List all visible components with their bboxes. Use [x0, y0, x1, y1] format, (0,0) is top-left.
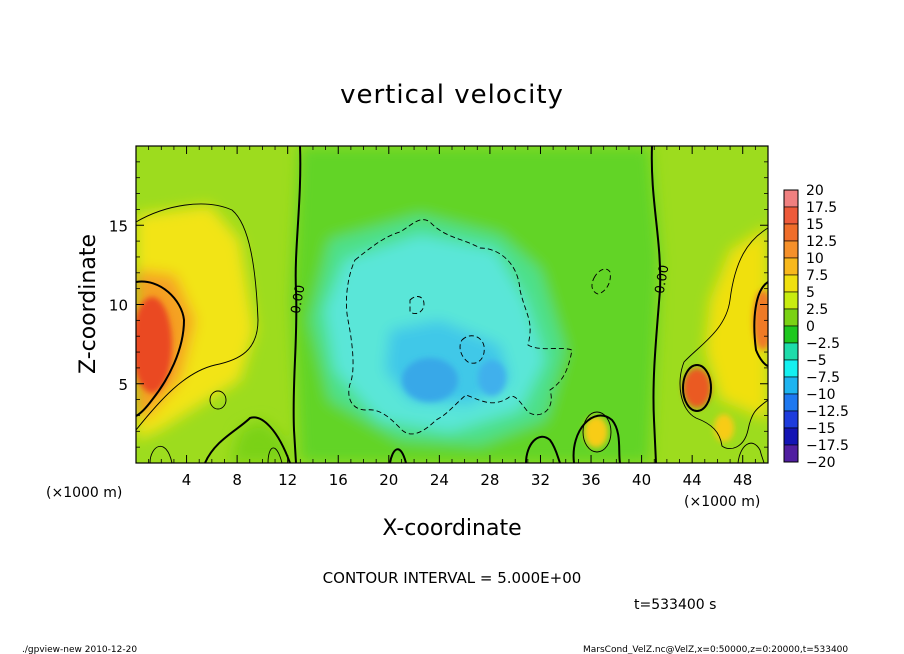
colorbar-label: 10 [806, 251, 824, 267]
colorbar-frame [783, 189, 799, 463]
left-bump-contour [149, 446, 173, 463]
colorbar-label: −5 [806, 353, 827, 369]
x-axis-label: X-coordinate [382, 516, 521, 541]
left-5-contour [136, 203, 259, 431]
right-bottom-contour [737, 442, 765, 463]
x-tick-label: 28 [480, 471, 499, 489]
colorbar-label: −2.5 [806, 336, 840, 352]
colorbar-swatch [783, 410, 799, 429]
colorbar-swatch [783, 444, 799, 463]
colorbar-swatch [783, 274, 799, 293]
right-core-contour [682, 364, 712, 412]
zero-contour-left [292, 146, 302, 463]
colorbar-label: −20 [806, 455, 836, 471]
bottom-contour-3 [525, 435, 561, 463]
colorbar-swatch [783, 240, 799, 259]
colorbar-label: 0 [806, 319, 815, 335]
bottom-contour-4 [389, 448, 407, 463]
dashed-small-2 [459, 335, 485, 364]
zero-label-left: 0.00 [289, 284, 309, 315]
footer-right: MarsCond_VelZ.nc@VelZ,x=0:50000,z=0:2000… [583, 645, 848, 654]
contour-interval-text: CONTOUR INTERVAL = 5.000E+00 [323, 569, 582, 587]
colorbar: 2017.51512.5107.552.50−2.5−5−7.5−10−12.5… [783, 183, 849, 471]
footer-left: ./gpview-new 2010-12-20 [22, 645, 137, 654]
x-unit-label-left: (×1000 m) [46, 485, 122, 501]
x-tick-label: 48 [733, 471, 752, 489]
x-tick-label: 36 [581, 471, 600, 489]
cores-layer [136, 290, 768, 448]
mid-left-contour [267, 447, 283, 463]
colorbar-swatch [783, 308, 799, 327]
colorbar-swatch [783, 376, 799, 395]
y-axis-label: Z-coordinate [76, 234, 101, 374]
bottom-contour-1 [204, 416, 291, 463]
right-core-44 [683, 368, 711, 408]
right-warm-region [705, 226, 768, 420]
colorbar-swatch [783, 223, 799, 242]
right-core-49 [753, 290, 768, 350]
colorbar-swatch [783, 206, 799, 225]
right-edge-contour [753, 281, 768, 367]
chart-title: vertical velocity [340, 80, 564, 110]
core-46 [714, 414, 734, 442]
bottom-contour-2 [572, 414, 621, 463]
colorbar-label: 20 [806, 183, 824, 199]
colorbar-swatch [783, 257, 799, 276]
colorbar-label: 12.5 [806, 234, 837, 250]
downdraft-blue-1 [402, 358, 458, 402]
left-core-contour [136, 280, 186, 417]
left-small-contour [209, 390, 227, 410]
x-tick-label: 20 [379, 471, 398, 489]
colorbar-swatch [783, 342, 799, 361]
x-unit-label-right: (×1000 m) [684, 494, 760, 510]
dashed-small-3 [409, 296, 425, 315]
downdraft-blue-2 [478, 360, 506, 396]
colorbar-label: −7.5 [806, 370, 840, 386]
colorbar-swatch [783, 359, 799, 378]
x-tick-label: 40 [632, 471, 651, 489]
colorbar-label: 17.5 [806, 200, 837, 216]
colorbar-label: −10 [806, 387, 836, 403]
y-tick-label: 15 [109, 217, 128, 235]
colorbar-label: −12.5 [806, 404, 849, 420]
dashed-small-1 [591, 268, 611, 295]
colorbar-swatch [783, 427, 799, 446]
colorbar-swatch [783, 393, 799, 412]
x-tick-label: 4 [182, 471, 192, 489]
x-tick-label: 16 [329, 471, 348, 489]
x-tick-label: 12 [278, 471, 297, 489]
right-5-contour [679, 227, 768, 450]
colorbar-label: 2.5 [806, 302, 828, 318]
zero-contours [136, 146, 768, 463]
y-axis: 5 10 15 [109, 161, 768, 448]
downdraft-dashed-outer [345, 219, 573, 435]
y-tick-label: 10 [109, 297, 128, 315]
y-tick-label: 5 [118, 376, 128, 394]
colorbar-label: 5 [806, 285, 815, 301]
x-tick-label: 44 [683, 471, 702, 489]
core-36 [584, 416, 608, 448]
x-axis: 4 8 12 16 20 24 28 32 36 40 44 48 [148, 146, 756, 489]
colorbar-label: 7.5 [806, 268, 828, 284]
bottom-left-bump [230, 420, 290, 463]
thin-contours [136, 203, 768, 463]
negative-contours [345, 219, 611, 435]
colorbar-label: −17.5 [806, 438, 849, 454]
x-tick-label: 8 [232, 471, 242, 489]
x-tick-label: 24 [430, 471, 449, 489]
colorbar-swatch [783, 189, 799, 208]
colorbar-label: 15 [806, 217, 824, 233]
colorbar-swatch [783, 291, 799, 310]
plot-area [136, 146, 768, 463]
zero-contour-right [650, 146, 662, 463]
x-tick-label: 32 [531, 471, 550, 489]
time-text: t=533400 s [634, 597, 716, 613]
left-red-core [136, 297, 172, 393]
colorbar-swatch [783, 325, 799, 344]
colorbar-label: −15 [806, 421, 836, 437]
zero-label-right: 0.00 [653, 264, 673, 295]
core-36-contour [582, 411, 612, 453]
